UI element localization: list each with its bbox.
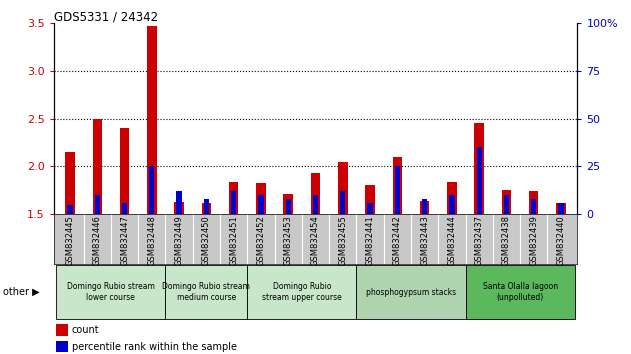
Bar <box>392 157 402 214</box>
Text: GSM832448: GSM832448 <box>147 215 156 266</box>
Text: GSM832454: GSM832454 <box>311 215 320 266</box>
Text: GSM832452: GSM832452 <box>256 215 266 266</box>
Bar <box>93 119 102 214</box>
Text: GSM832449: GSM832449 <box>175 215 184 266</box>
Text: GSM832439: GSM832439 <box>529 215 538 266</box>
Bar <box>231 191 236 214</box>
Text: GDS5331 / 24342: GDS5331 / 24342 <box>54 11 158 24</box>
Text: GSM832453: GSM832453 <box>284 215 293 266</box>
Text: Domingo Rubio stream
medium course: Domingo Rubio stream medium course <box>162 282 251 302</box>
Text: GSM832455: GSM832455 <box>338 215 347 266</box>
Bar <box>357 265 466 319</box>
Text: Domingo Rubio
stream upper course: Domingo Rubio stream upper course <box>262 282 342 302</box>
Bar <box>449 195 454 214</box>
Bar <box>502 190 511 214</box>
Bar <box>476 147 482 214</box>
Bar <box>475 123 484 214</box>
Bar <box>149 166 155 214</box>
Text: GSM832444: GSM832444 <box>447 215 456 266</box>
Bar <box>340 191 345 214</box>
Bar <box>531 199 536 214</box>
Bar <box>56 324 68 336</box>
Bar <box>313 195 318 214</box>
Bar <box>174 202 184 214</box>
Bar <box>202 203 211 214</box>
Bar <box>120 128 129 214</box>
Bar <box>177 191 182 214</box>
Text: GSM832443: GSM832443 <box>420 215 429 266</box>
Bar <box>122 203 127 214</box>
Bar <box>147 26 156 214</box>
Bar <box>447 182 457 214</box>
Bar <box>556 203 566 214</box>
Bar <box>247 265 357 319</box>
Bar <box>56 265 165 319</box>
Bar <box>504 195 509 214</box>
Text: GSM832441: GSM832441 <box>365 215 375 266</box>
Text: GSM832447: GSM832447 <box>120 215 129 266</box>
Text: GSM832445: GSM832445 <box>66 215 74 266</box>
Text: GSM832438: GSM832438 <box>502 215 511 266</box>
Text: other ▶: other ▶ <box>3 287 40 297</box>
Bar <box>558 203 563 214</box>
Text: percentile rank within the sample: percentile rank within the sample <box>72 342 237 352</box>
Text: GSM832442: GSM832442 <box>393 215 402 266</box>
Bar <box>56 341 68 352</box>
Bar <box>338 161 348 214</box>
Bar <box>165 265 247 319</box>
Bar <box>466 265 575 319</box>
Bar <box>68 205 73 214</box>
Text: GSM832451: GSM832451 <box>229 215 238 266</box>
Text: GSM832446: GSM832446 <box>93 215 102 266</box>
Bar <box>256 183 266 214</box>
Bar <box>95 195 100 214</box>
Bar <box>286 199 291 214</box>
Text: Domingo Rubio stream
lower course: Domingo Rubio stream lower course <box>67 282 155 302</box>
Bar <box>204 199 209 214</box>
Bar <box>258 195 264 214</box>
Text: GSM832437: GSM832437 <box>475 215 484 266</box>
Bar <box>310 173 321 214</box>
Bar <box>529 191 538 214</box>
Text: GSM832440: GSM832440 <box>557 215 565 266</box>
Bar <box>422 199 427 214</box>
Bar <box>229 182 239 214</box>
Text: count: count <box>72 325 100 335</box>
Bar <box>65 152 75 214</box>
Bar <box>283 194 293 214</box>
Text: Santa Olalla lagoon
(unpolluted): Santa Olalla lagoon (unpolluted) <box>483 282 558 302</box>
Bar <box>395 166 400 214</box>
Text: GSM832450: GSM832450 <box>202 215 211 266</box>
Bar <box>420 201 429 214</box>
Bar <box>367 203 373 214</box>
Text: phosphogypsum stacks: phosphogypsum stacks <box>366 287 456 297</box>
Bar <box>365 184 375 214</box>
